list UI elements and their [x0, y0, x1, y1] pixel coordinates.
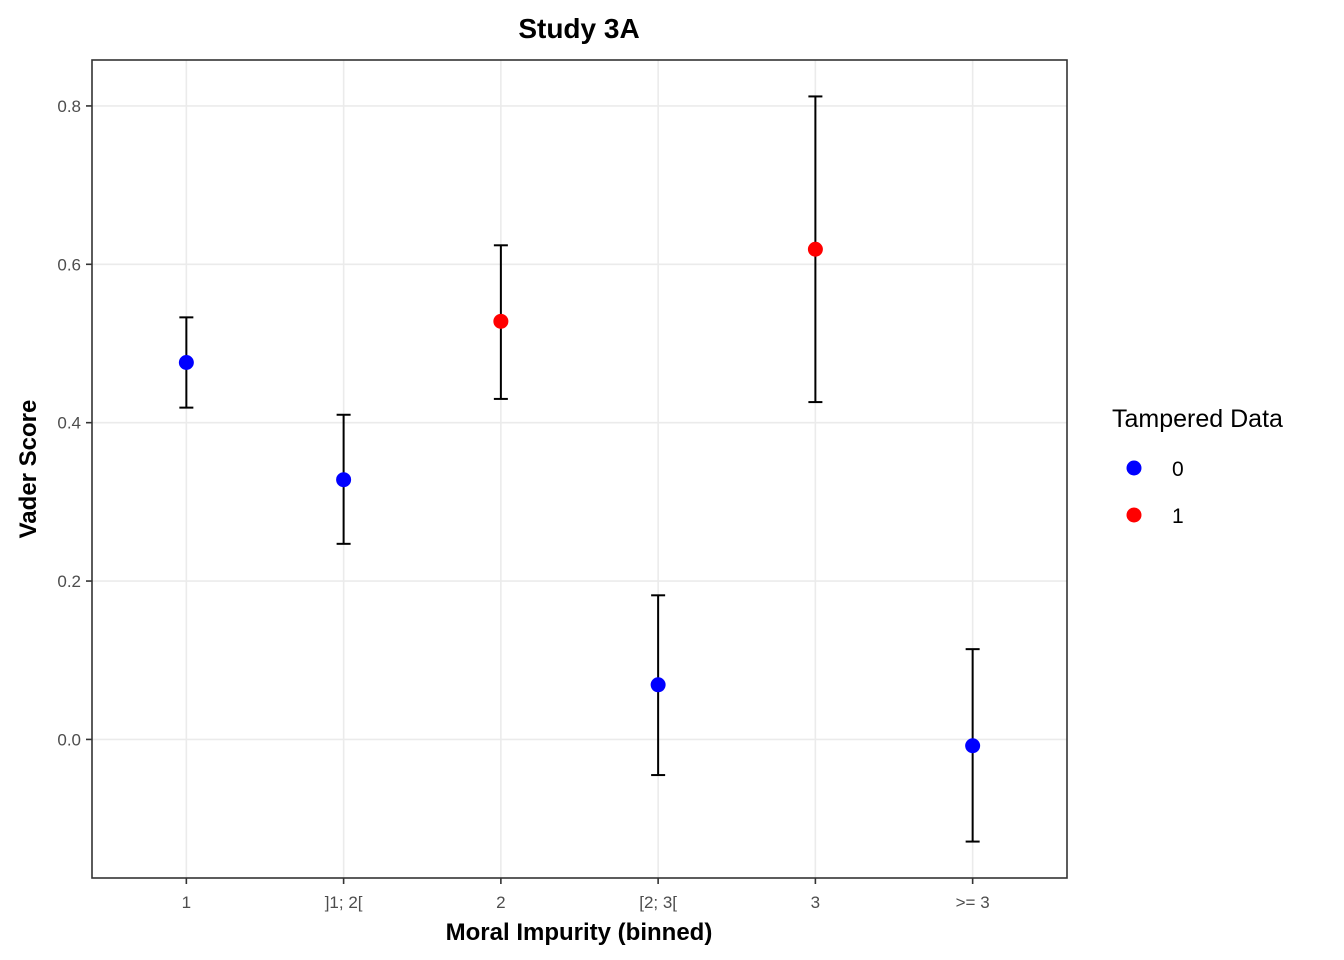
x-axis-ticks: 1 ]1; 2[ 2 [2; 3[ 3 >= 3 — [182, 878, 990, 912]
chart-title: Study 3A — [518, 13, 639, 44]
x-tick-label: ]1; 2[ — [325, 893, 363, 912]
y-tick-label: 0.4 — [57, 414, 81, 433]
grid-lines — [92, 60, 1067, 878]
x-tick-label: [2; 3[ — [639, 893, 677, 912]
y-tick-label: 0.8 — [57, 97, 81, 116]
legend-label: 1 — [1172, 505, 1184, 528]
data-point — [336, 472, 352, 488]
plot-panel-border — [91, 59, 1068, 879]
x-tick-label: 1 — [182, 893, 191, 912]
x-tick-label: 3 — [811, 893, 820, 912]
data-point — [965, 738, 981, 754]
error-bars — [179, 95, 980, 843]
x-tick-label: 2 — [496, 893, 505, 912]
data-point — [178, 354, 194, 370]
y-axis-ticks: 0.0 0.2 0.4 0.6 0.8 — [57, 97, 92, 749]
x-tick-label: >= 3 — [956, 893, 990, 912]
y-tick-label: 0.0 — [57, 730, 81, 749]
legend-key — [1126, 460, 1142, 476]
legend-label: 0 — [1172, 458, 1184, 481]
data-points — [178, 241, 981, 754]
y-axis-title: Vader Score — [15, 400, 42, 539]
y-tick-label: 0.2 — [57, 572, 81, 591]
data-point — [493, 313, 509, 329]
y-tick-label: 0.6 — [57, 255, 81, 274]
legend-key — [1126, 507, 1142, 523]
legend-title: Tampered Data — [1112, 405, 1283, 433]
legend: Tampered Data 01 — [1112, 405, 1283, 528]
data-point — [807, 241, 823, 257]
x-axis-title: Moral Impurity (binned) — [446, 919, 713, 946]
data-point — [650, 677, 666, 693]
legend-entries: 01 — [1126, 458, 1184, 528]
